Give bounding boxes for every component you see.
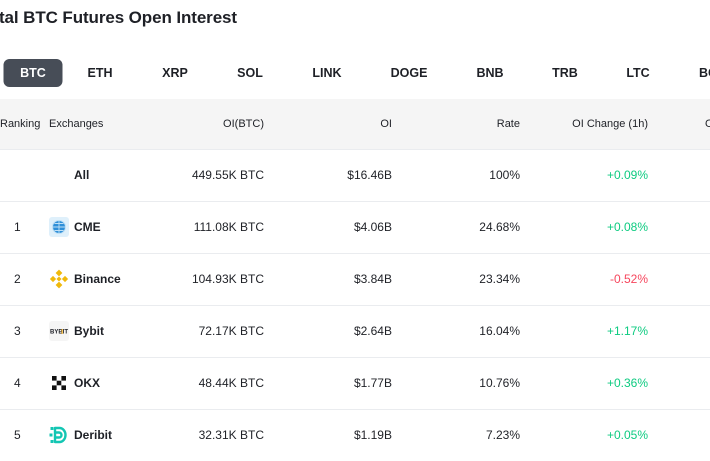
rate-cell: 16.04%	[479, 324, 520, 338]
header-cut: O	[705, 118, 710, 130]
rate-cell: 100%	[489, 168, 520, 182]
table-row: 1 CME 111.08K BTC $4.06B 24.68% +0.08%	[0, 201, 710, 253]
oi-cell: $1.77B	[353, 376, 392, 390]
oi-btc-cell: 104.93K BTC	[191, 272, 264, 286]
table-row: All 449.55K BTC $16.46B 100% +0.09%	[0, 149, 710, 201]
tab-trb[interactable]: TRB	[552, 66, 578, 80]
tab-bc-cut[interactable]: BC	[698, 66, 710, 80]
table-row: 3 BYBIT Bybit 72.17K BTC $2.64B 16.04% +…	[0, 305, 710, 357]
exchange-name[interactable]: OKX	[74, 376, 101, 390]
tab-bnb[interactable]: BNB	[476, 66, 504, 80]
header-oi-change: OI Change (1h)	[572, 118, 648, 130]
rank-cell: 5	[14, 428, 21, 442]
rate-cell: 23.34%	[479, 272, 520, 286]
table-row: 5 Deribit 32.31K BTC $1.19B 7.23% +0.05%	[0, 409, 710, 461]
oi-btc-cell: 72.17K BTC	[198, 324, 264, 338]
rate-cell: 24.68%	[479, 220, 520, 234]
oi-change-cell: +0.36%	[606, 376, 648, 390]
header-exchanges: Exchanges	[49, 118, 104, 130]
exchange-name[interactable]: All	[74, 168, 90, 182]
oi-btc-cell: 48.44K BTC	[198, 376, 264, 390]
oi-cell: $2.64B	[353, 324, 392, 338]
rank-cell: 2	[14, 272, 21, 286]
tab-sol[interactable]: SOL	[237, 66, 263, 80]
binance-logo-icon	[49, 269, 69, 289]
exchange-name[interactable]: CME	[74, 220, 101, 234]
exchange-name[interactable]: Deribit	[74, 428, 113, 442]
tab-btc[interactable]: BTC	[3, 59, 63, 87]
tab-ltc[interactable]: LTC	[626, 66, 650, 80]
rank-cell: 3	[14, 324, 21, 338]
oi-btc-cell: 449.55K BTC	[191, 168, 264, 182]
header-oi: OI	[380, 118, 392, 130]
tab-link[interactable]: LINK	[312, 66, 342, 80]
rate-cell: 10.76%	[479, 376, 520, 390]
table-header: Ranking Exchanges OI(BTC) OI Rate OI Cha…	[0, 99, 710, 149]
header-rate: Rate	[496, 118, 520, 130]
bybit-logo-icon: BYBIT	[49, 321, 69, 341]
exchange-name[interactable]: Bybit	[74, 324, 104, 338]
oi-cell: $3.84B	[353, 272, 392, 286]
coin-tabs: BTC ETH XRP SOL LINK DOGE BNB TRB LTC BC	[0, 59, 710, 87]
oi-cell: $1.19B	[353, 428, 392, 442]
oi-btc-cell: 32.31K BTC	[198, 428, 264, 442]
rate-cell: 7.23%	[485, 428, 520, 442]
page-title: tal BTC Futures Open Interest	[0, 8, 237, 27]
tab-eth[interactable]: ETH	[87, 66, 113, 80]
header-ranking: Ranking	[0, 118, 41, 130]
oi-change-cell: +0.05%	[606, 428, 648, 442]
oi-change-cell: -0.52%	[609, 272, 648, 286]
header-oi-btc: OI(BTC)	[223, 118, 264, 130]
rank-cell: 4	[14, 376, 21, 390]
oi-btc-cell: 111.08K BTC	[193, 220, 264, 234]
tab-xrp[interactable]: XRP	[162, 66, 188, 80]
table-row: 2 Binance 104.93K BTC $3.84B 23.34% -0.5…	[0, 253, 710, 305]
okx-logo-icon	[49, 373, 69, 393]
oi-change-cell: +0.08%	[606, 220, 648, 234]
deribit-logo-icon	[49, 426, 67, 444]
oi-cell: $16.46B	[347, 168, 392, 182]
oi-change-cell: +0.09%	[606, 168, 648, 182]
rank-cell: 1	[14, 220, 21, 234]
tab-doge[interactable]: DOGE	[390, 66, 428, 80]
table-row: 4 OKX 48.44K BTC $1.77B 10.76% +0.36%	[0, 357, 710, 409]
cme-logo-icon	[49, 217, 69, 237]
oi-change-cell: +1.17%	[606, 324, 648, 338]
svg-text:BYBIT: BYBIT	[50, 330, 68, 336]
oi-cell: $4.06B	[353, 220, 392, 234]
exchange-name[interactable]: Binance	[74, 272, 121, 286]
